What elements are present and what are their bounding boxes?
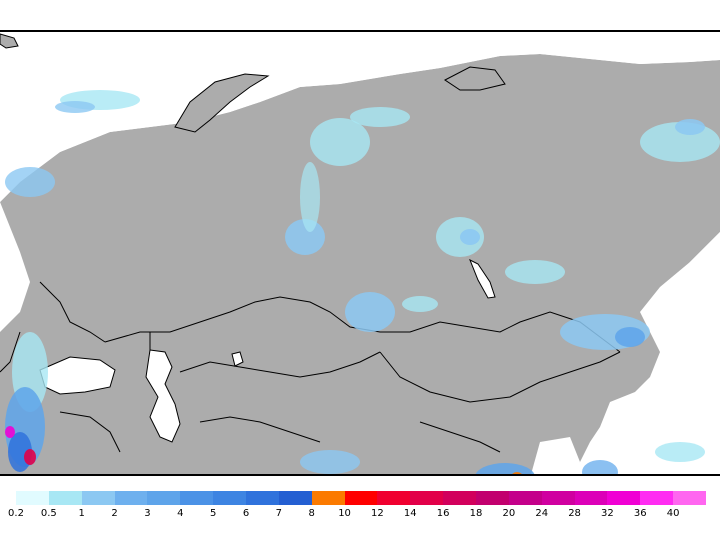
sea-of-okhotsk — [675, 232, 720, 382]
aral-sea — [231, 351, 244, 367]
legend-swatch — [377, 491, 411, 505]
legend-swatch — [607, 491, 641, 505]
legend-tick-label: 8 — [308, 508, 315, 519]
legend-tick-label: 2 — [111, 508, 118, 519]
legend-tick-label: 18 — [469, 508, 483, 519]
legend-swatch — [443, 491, 476, 505]
south-sea — [531, 437, 580, 474]
lake-baikal — [469, 258, 496, 299]
precipitation-overlay — [5, 90, 720, 474]
legend-swatch — [640, 491, 674, 505]
legend-swatch — [344, 491, 378, 505]
legend-tick-label: 3 — [144, 508, 151, 519]
legend-swatch — [311, 491, 345, 505]
legend-swatch — [16, 491, 49, 505]
legend-tick-label: 14 — [403, 508, 417, 519]
legend-swatch — [574, 491, 608, 505]
legend-swatch — [541, 491, 575, 505]
novaya-zemlya — [174, 73, 270, 133]
legend-tick-label: 5 — [209, 508, 217, 519]
legend-tick-label: 28 — [568, 508, 581, 519]
arctic-sea — [0, 32, 720, 202]
legend-tick-label: 16 — [436, 508, 450, 519]
black-sea — [39, 356, 116, 395]
legend-swatch — [48, 491, 82, 505]
legend-tick-label: 36 — [633, 508, 647, 519]
legend-tick-label: 0.5 — [40, 508, 57, 519]
legend-swatch — [246, 491, 279, 505]
legend-swatch — [410, 491, 444, 505]
caspian-sea — [145, 349, 181, 443]
legend-swatch — [147, 491, 181, 505]
legend-swatch — [180, 491, 214, 505]
legend-tick-label: 12 — [371, 508, 384, 519]
legend-tick-label: 0.2 — [8, 508, 24, 519]
legend-swatch — [508, 491, 542, 505]
legend-swatch — [278, 491, 312, 505]
legend-tick-label: 24 — [535, 508, 549, 519]
precipitation-legend: 0.2 0.5 1 2 3 4 5 6 7 8 10 12 14 16 18 20 24 28 32 36 40 — [0, 488, 720, 540]
legend-swatch — [673, 491, 706, 505]
legend-swatch — [81, 491, 115, 505]
legend-tick-label: 20 — [502, 508, 516, 519]
legend-tick-label: 10 — [338, 508, 351, 519]
legend-tick-label: 40 — [666, 508, 680, 519]
legend-tick-label: 1 — [78, 508, 85, 519]
legend-tick-label: 32 — [601, 508, 614, 519]
legend-tick-label: 4 — [177, 508, 184, 519]
legend-swatch — [213, 491, 246, 505]
severnaya-zemlya — [444, 66, 506, 91]
svalbard — [0, 33, 19, 49]
legend-tick-label: 7 — [275, 508, 283, 519]
legend-tick-label: 6 — [242, 508, 250, 519]
precipitation-map — [0, 30, 720, 476]
legend-swatch — [114, 491, 148, 505]
legend-swatch — [476, 491, 509, 505]
land-mass — [0, 54, 720, 474]
